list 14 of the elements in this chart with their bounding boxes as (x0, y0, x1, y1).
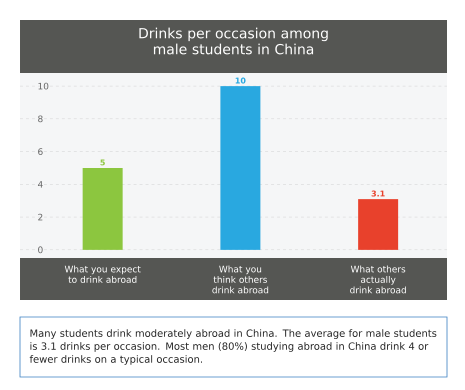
y-tick-label: 2 (38, 214, 42, 220)
x-tick-label: What others actually drink abroad (350, 266, 406, 294)
bar (220, 86, 260, 250)
bar (358, 199, 398, 250)
y-tick-label: 10 (38, 82, 48, 90)
text: Many students drink moderately abroad in China. The average for male students is 3.1 drinks per occasion. Most men (80%) studying abroad in China drink 4 or fewer drinks on a typical occasion. (30, 329, 436, 365)
bar (82, 168, 123, 250)
y-tick-label: 0 (38, 246, 43, 254)
y-tick-label: 8 (38, 115, 43, 122)
x-tick-label: What you expect to drink abroad (64, 266, 141, 283)
x-tick-label: What you think others drink abroad (212, 266, 268, 294)
y-tick-label: 6 (38, 148, 43, 155)
chart-title: Drinks per occasion among male students in China (139, 28, 328, 54)
y-tick-label: 4 (38, 181, 43, 188)
